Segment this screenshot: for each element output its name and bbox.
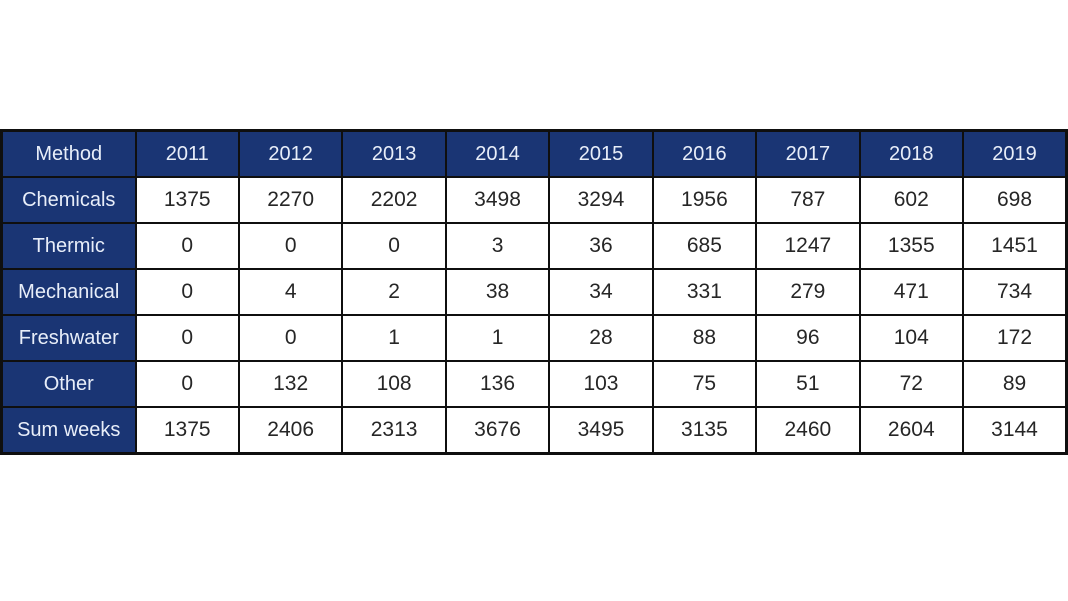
value-cell: 2406 bbox=[237, 406, 344, 455]
value-cell: 2313 bbox=[341, 406, 447, 455]
value-cell: 2 bbox=[341, 268, 447, 316]
value-cell: 0 bbox=[341, 222, 447, 270]
table-header: Method 2011 2012 2013 2014 2015 2016 2017 2018 20… bbox=[0, 129, 1068, 178]
value-cell: 279 bbox=[755, 268, 861, 316]
value-cell: 1451 bbox=[962, 222, 1068, 270]
table-body: Chemicals 1375 2270 2202 3498 3294 1956 787 602 6… bbox=[0, 176, 1068, 455]
value-cell: 0 bbox=[134, 314, 240, 362]
value-cell: 2460 bbox=[755, 406, 861, 455]
value-cell: 0 bbox=[134, 268, 240, 316]
table-header-row: Method 2011 2012 2013 2014 2015 2016 2017 2018 20… bbox=[0, 129, 1068, 178]
row-label: Chemicals bbox=[0, 176, 137, 224]
column-header-year: 2011 bbox=[134, 129, 240, 178]
table-row: Other 0 132 108 136 103 75 51 72 89 bbox=[0, 360, 1068, 408]
value-cell: 36 bbox=[548, 222, 654, 270]
value-cell: 3495 bbox=[548, 406, 654, 455]
value-cell: 1375 bbox=[134, 176, 240, 224]
value-cell: 331 bbox=[651, 268, 758, 316]
row-label: Sum weeks bbox=[0, 406, 137, 455]
value-cell: 3135 bbox=[651, 406, 758, 455]
value-cell: 787 bbox=[755, 176, 861, 224]
value-cell: 3676 bbox=[444, 406, 551, 455]
value-cell: 0 bbox=[237, 314, 344, 362]
value-cell: 3294 bbox=[548, 176, 654, 224]
value-cell: 1956 bbox=[651, 176, 758, 224]
value-cell: 2202 bbox=[341, 176, 447, 224]
value-cell: 72 bbox=[858, 360, 965, 408]
value-cell: 2604 bbox=[858, 406, 965, 455]
value-cell: 0 bbox=[134, 222, 240, 270]
value-cell: 2270 bbox=[237, 176, 344, 224]
value-cell: 3 bbox=[444, 222, 551, 270]
value-cell: 1355 bbox=[858, 222, 965, 270]
value-cell: 38 bbox=[444, 268, 551, 316]
table-row: Mechanical 0 4 2 38 34 331 279 471 734 bbox=[0, 268, 1068, 316]
value-cell: 89 bbox=[962, 360, 1068, 408]
method-by-year-table: Method 2011 2012 2013 2014 2015 2016 2017 2018 20… bbox=[0, 129, 1068, 455]
value-cell: 108 bbox=[341, 360, 447, 408]
value-cell: 1 bbox=[444, 314, 551, 362]
value-cell: 75 bbox=[651, 360, 758, 408]
value-cell: 1247 bbox=[755, 222, 861, 270]
value-cell: 104 bbox=[858, 314, 965, 362]
table-row: Sum weeks 1375 2406 2313 3676 3495 3135 2460 260… bbox=[0, 406, 1068, 455]
value-cell: 3144 bbox=[962, 406, 1068, 455]
value-cell: 51 bbox=[755, 360, 861, 408]
column-header-year: 2019 bbox=[962, 129, 1068, 178]
value-cell: 34 bbox=[548, 268, 654, 316]
row-label: Other bbox=[0, 360, 137, 408]
table-row: Freshwater 0 0 1 1 28 88 96 104 172 bbox=[0, 314, 1068, 362]
value-cell: 0 bbox=[237, 222, 344, 270]
column-header-year: 2018 bbox=[858, 129, 965, 178]
value-cell: 602 bbox=[858, 176, 965, 224]
column-header-method: Method bbox=[0, 129, 137, 178]
table-row: Thermic 0 0 0 3 36 685 1247 1355 1451 bbox=[0, 222, 1068, 270]
value-cell: 28 bbox=[548, 314, 654, 362]
column-header-year: 2016 bbox=[651, 129, 758, 178]
row-label: Freshwater bbox=[0, 314, 137, 362]
value-cell: 1375 bbox=[134, 406, 240, 455]
value-cell: 685 bbox=[651, 222, 758, 270]
value-cell: 172 bbox=[962, 314, 1068, 362]
column-header-year: 2017 bbox=[755, 129, 861, 178]
value-cell: 0 bbox=[134, 360, 240, 408]
value-cell: 471 bbox=[858, 268, 965, 316]
column-header-year: 2013 bbox=[341, 129, 447, 178]
value-cell: 96 bbox=[755, 314, 861, 362]
value-cell: 136 bbox=[444, 360, 551, 408]
value-cell: 734 bbox=[962, 268, 1068, 316]
row-label: Mechanical bbox=[0, 268, 137, 316]
value-cell: 132 bbox=[237, 360, 344, 408]
column-header-year: 2015 bbox=[548, 129, 654, 178]
value-cell: 3498 bbox=[444, 176, 551, 224]
column-header-year: 2014 bbox=[444, 129, 551, 178]
column-header-year: 2012 bbox=[237, 129, 344, 178]
value-cell: 4 bbox=[237, 268, 344, 316]
value-cell: 698 bbox=[962, 176, 1068, 224]
value-cell: 88 bbox=[651, 314, 758, 362]
value-cell: 103 bbox=[548, 360, 654, 408]
row-label: Thermic bbox=[0, 222, 137, 270]
value-cell: 1 bbox=[341, 314, 447, 362]
table-row: Chemicals 1375 2270 2202 3498 3294 1956 787 602 6… bbox=[0, 176, 1068, 224]
